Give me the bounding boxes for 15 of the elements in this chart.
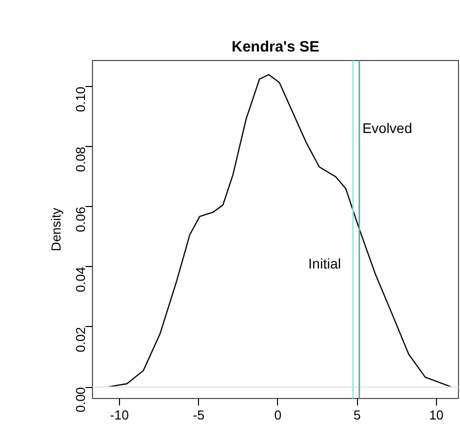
x-tick-label: 10 — [429, 408, 444, 422]
y-axis-title: Density — [48, 207, 64, 252]
x-tick-label: -5 — [192, 408, 204, 422]
y-tick-label: 0.04 — [73, 266, 88, 292]
chart-title: Kendra's SE — [232, 38, 320, 56]
y-tick-label: 0.00 — [73, 387, 88, 412]
y-tick-label: 0.02 — [73, 326, 88, 352]
x-tick-label: -10 — [110, 408, 129, 422]
x-tick-label: 0 — [274, 408, 282, 422]
ref-line-label: Initial — [308, 255, 341, 272]
y-tick-label: 0.06 — [73, 206, 88, 232]
y-tick-label: 0.10 — [73, 86, 88, 112]
y-tick-label: 0.08 — [73, 146, 88, 172]
x-tick-label: 5 — [353, 408, 361, 422]
ref-line-label: Evolved — [362, 120, 412, 136]
